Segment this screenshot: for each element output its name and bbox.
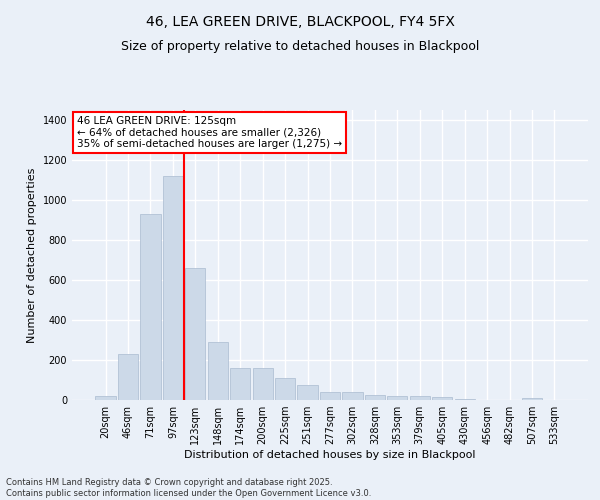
Bar — [185, 268, 205, 400]
Bar — [95, 396, 116, 400]
Bar — [343, 392, 362, 400]
Text: 46 LEA GREEN DRIVE: 125sqm
← 64% of detached houses are smaller (2,326)
35% of s: 46 LEA GREEN DRIVE: 125sqm ← 64% of deta… — [77, 116, 342, 149]
Bar — [320, 392, 340, 400]
Bar — [432, 397, 452, 400]
X-axis label: Distribution of detached houses by size in Blackpool: Distribution of detached houses by size … — [184, 450, 476, 460]
Text: Size of property relative to detached houses in Blackpool: Size of property relative to detached ho… — [121, 40, 479, 53]
Bar — [387, 396, 407, 400]
Bar — [522, 398, 542, 400]
Bar — [208, 342, 228, 400]
Bar — [410, 396, 430, 400]
Bar — [140, 214, 161, 400]
Bar — [118, 354, 138, 400]
Bar — [275, 378, 295, 400]
Text: Contains HM Land Registry data © Crown copyright and database right 2025.
Contai: Contains HM Land Registry data © Crown c… — [6, 478, 371, 498]
Bar — [230, 368, 250, 400]
Y-axis label: Number of detached properties: Number of detached properties — [27, 168, 37, 342]
Bar — [163, 176, 183, 400]
Bar — [298, 385, 317, 400]
Bar — [455, 399, 475, 400]
Text: 46, LEA GREEN DRIVE, BLACKPOOL, FY4 5FX: 46, LEA GREEN DRIVE, BLACKPOOL, FY4 5FX — [146, 15, 454, 29]
Bar — [253, 368, 273, 400]
Bar — [365, 395, 385, 400]
